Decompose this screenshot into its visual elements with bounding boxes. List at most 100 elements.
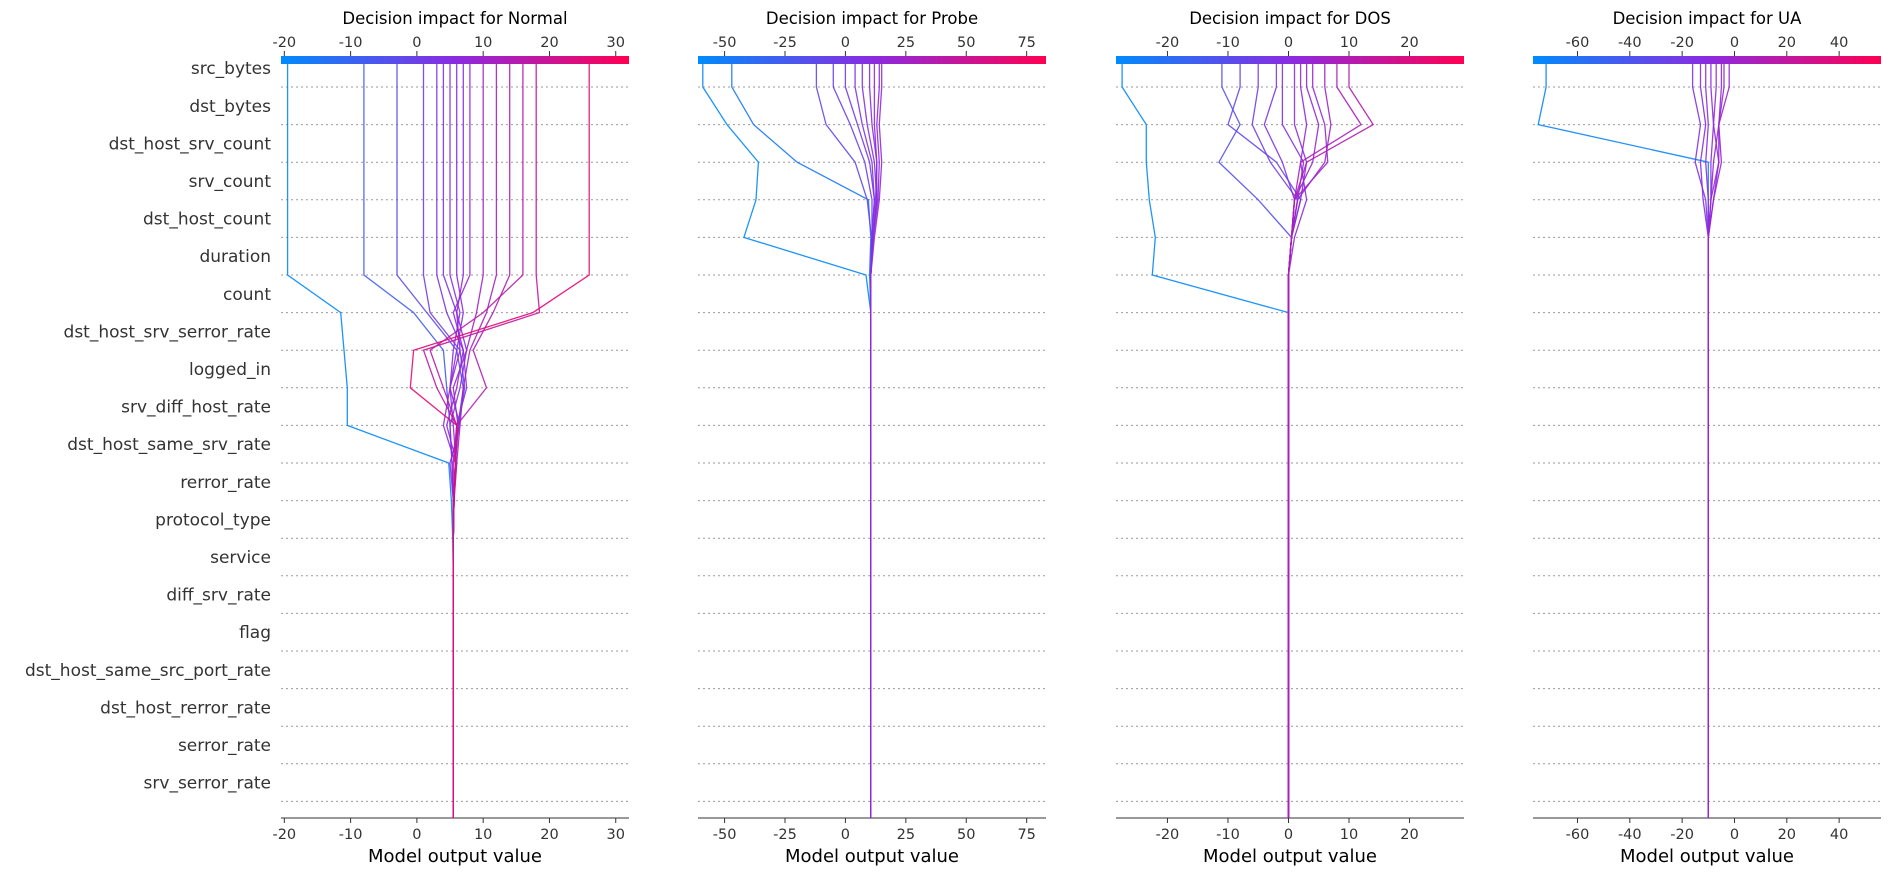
bottom-tick-label: -10 (339, 827, 363, 843)
bottom-tick-label: 10 (1340, 827, 1358, 843)
decision-line (436, 64, 468, 818)
decision-lines (702, 64, 883, 818)
feature-label: dst_host_count (143, 210, 271, 230)
decision-line (363, 64, 454, 818)
bottom-tick-label: 20 (1778, 827, 1796, 843)
x-axis-title: Model output value (785, 846, 959, 867)
decision-line (452, 64, 498, 818)
feature-label: logged_in (189, 360, 271, 380)
top-tick-label: 40 (1830, 35, 1848, 51)
top-tick-label: -25 (773, 35, 797, 51)
feature-label: srv_count (189, 172, 272, 192)
decision-line (1537, 64, 1709, 818)
top-tick-label: 10 (1340, 35, 1358, 51)
color-bar (281, 56, 629, 64)
decision-line (1263, 64, 1296, 818)
feature-label: duration (199, 247, 271, 267)
decision-line (1121, 64, 1290, 818)
bottom-tick-label: -25 (773, 827, 797, 843)
bottom-tick-label: 50 (957, 827, 975, 843)
decision-line (1287, 64, 1332, 818)
feature-label: diff_srv_rate (166, 586, 271, 606)
bottom-tick-label: 40 (1830, 827, 1848, 843)
top-tick-label: 20 (540, 35, 558, 51)
bottom-tick-label: 25 (897, 827, 915, 843)
top-tick-label: -10 (339, 35, 363, 51)
panel-title: Decision impact for DOS (1189, 9, 1391, 28)
decision-lines (1121, 64, 1375, 818)
panel-0: Decision impact for Normal -20 -20 -10 -10 0 0… (272, 9, 629, 867)
top-tick-label: 0 (412, 35, 421, 51)
feature-label: count (223, 285, 271, 305)
top-tick-label: 10 (474, 35, 492, 51)
feature-label: dst_host_srv_count (109, 134, 272, 154)
x-axis-title: Model output value (1620, 846, 1794, 867)
decision-line (286, 64, 454, 818)
top-tick-label: 30 (607, 35, 625, 51)
color-bar (1116, 56, 1464, 64)
color-bar (1533, 56, 1881, 64)
bottom-tick-label: 0 (841, 827, 850, 843)
feature-label: dst_bytes (189, 97, 271, 117)
top-tick-label: 20 (1778, 35, 1796, 51)
panel-title: Decision impact for Normal (342, 9, 567, 28)
bottom-tick-label: 0 (1730, 827, 1739, 843)
top-tick-label: -50 (713, 35, 737, 51)
bottom-tick-label: -10 (1216, 827, 1240, 843)
feature-label: protocol_type (155, 510, 271, 530)
top-tick-label: 0 (1730, 35, 1739, 51)
decision-line (1227, 64, 1302, 818)
top-tick-label: -10 (1216, 35, 1240, 51)
decision-line (861, 64, 878, 818)
bottom-tick-label: -40 (1618, 827, 1642, 843)
panel-3: Decision impact for UA -60 -60 -40 -40 -20 -20… (1533, 9, 1881, 867)
bottom-tick-label: 20 (540, 827, 558, 843)
feature-label: srv_serror_rate (144, 774, 271, 794)
bottom-tick-label: 20 (1400, 827, 1418, 843)
decision-line (1287, 64, 1329, 818)
feature-label: dst_host_srv_serror_rate (64, 322, 271, 342)
decision-line (1251, 64, 1299, 818)
panel-2: Decision impact for DOS -20 -20 -10 -10 0 0 10 1… (1116, 9, 1464, 867)
top-tick-label: 0 (841, 35, 850, 51)
decision-line (422, 64, 541, 818)
bottom-tick-label: 30 (607, 827, 625, 843)
bottom-tick-label: -20 (1156, 827, 1180, 843)
top-tick-label: -20 (1670, 35, 1694, 51)
panel-title: Decision impact for UA (1613, 9, 1803, 28)
bottom-tick-label: -50 (713, 827, 737, 843)
bottom-tick-label: 0 (1284, 827, 1293, 843)
bottom-tick-label: 10 (474, 827, 492, 843)
top-tick-label: -20 (1156, 35, 1180, 51)
decision-line (1707, 64, 1730, 818)
panels: Decision impact for Normal -20 -20 -10 -10 0 0… (272, 9, 1881, 867)
top-tick-label: 75 (1017, 35, 1035, 51)
feature-label: src_bytes (191, 59, 271, 79)
feature-label: service (210, 548, 271, 568)
bottom-tick-label: -20 (272, 827, 296, 843)
feature-label: dst_host_same_srv_rate (67, 435, 271, 455)
bottom-tick-label: 0 (412, 827, 421, 843)
panel-title: Decision impact for Probe (766, 9, 978, 28)
decision-line (731, 64, 872, 818)
bottom-tick-label: -20 (1670, 827, 1694, 843)
decision-line (1287, 64, 1375, 818)
feature-label: rerror_rate (180, 473, 271, 493)
top-tick-label: 50 (957, 35, 975, 51)
bottom-tick-label: 75 (1017, 827, 1035, 843)
decision-line (452, 64, 511, 818)
top-tick-label: 25 (897, 35, 915, 51)
feature-label: serror_rate (178, 736, 271, 756)
decision-line (409, 64, 590, 818)
decision-line (832, 64, 873, 818)
top-tick-label: 0 (1284, 35, 1293, 51)
decision-line (870, 64, 883, 818)
decision-line (1691, 64, 1709, 818)
feature-label: srv_diff_host_rate (121, 398, 271, 418)
x-axis-title: Model output value (1203, 846, 1377, 867)
color-bar (698, 56, 1046, 64)
decision-line (1287, 64, 1363, 818)
decision-line (702, 64, 872, 818)
